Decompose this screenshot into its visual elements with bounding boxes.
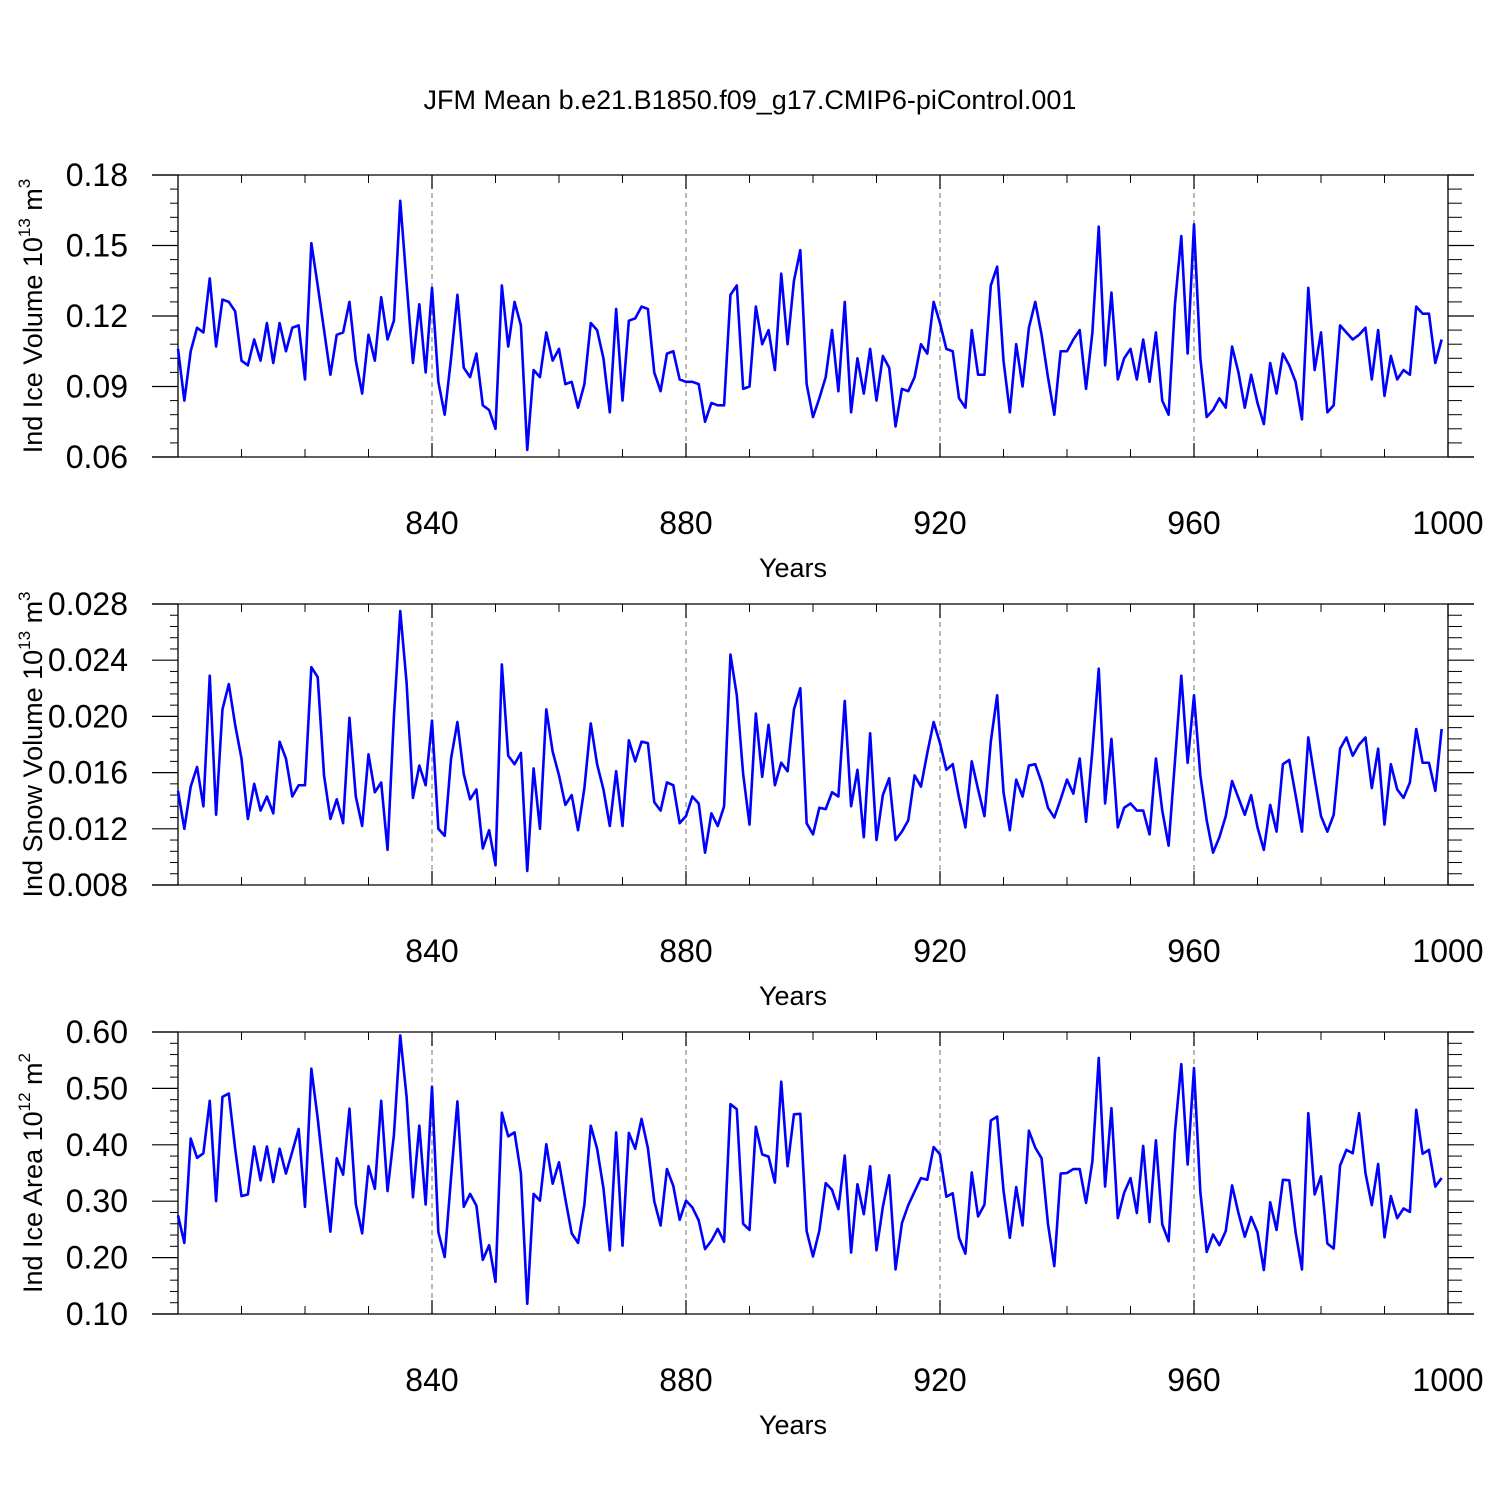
series-line — [176, 199, 1443, 452]
y-axis-title-text: Ind Ice Area 10 — [18, 1111, 48, 1293]
y-tick-label: 0.18 — [66, 157, 128, 193]
x-axis-title: Years — [759, 981, 827, 1011]
y-tick-label: 0.30 — [66, 1183, 128, 1219]
y-axis-title-unit: m — [18, 188, 48, 218]
y-axis-title-unit: m — [18, 601, 48, 631]
y-axis-title-exponent: 13 — [15, 218, 34, 237]
series-line — [176, 1034, 1443, 1306]
y-axis-title-exponent: 12 — [15, 1092, 34, 1111]
y-tick-label: 0.60 — [66, 1014, 128, 1050]
x-tick-label: 960 — [1167, 505, 1220, 541]
x-tick-label: 880 — [659, 505, 712, 541]
x-tick-label: 960 — [1167, 1362, 1220, 1398]
y-axis-title-exponent: 13 — [15, 631, 34, 650]
y-tick-label: 0.028 — [48, 586, 128, 622]
x-tick-label: 1000 — [1412, 1362, 1483, 1398]
x-axis-title: Years — [759, 1410, 827, 1440]
y-tick-label: 0.012 — [48, 811, 128, 847]
x-tick-label: 920 — [913, 1362, 966, 1398]
x-tick-label: 920 — [913, 933, 966, 969]
y-tick-label: 0.016 — [48, 755, 128, 791]
x-axis-title: Years — [759, 553, 827, 583]
y-tick-label: 0.15 — [66, 228, 128, 264]
y-tick-label: 0.09 — [66, 369, 128, 405]
y-axis-title-unit-exponent: 3 — [15, 179, 34, 188]
y-tick-label: 0.12 — [66, 298, 128, 334]
x-tick-label: 1000 — [1412, 505, 1483, 541]
y-axis-title: Ind Ice Volume 1013 m3 — [15, 179, 48, 454]
y-tick-label: 0.008 — [48, 867, 128, 903]
panel-snow-volume: 840 880 920 960 1000 Years 0.008 0.012 0.016 0.02… — [15, 586, 1484, 1011]
y-tick-label: 0.20 — [66, 1240, 128, 1276]
y-axis-title: Ind Ice Area 1012 m2 — [15, 1053, 48, 1293]
y-tick-label: 0.10 — [66, 1296, 128, 1332]
x-tick-label: 840 — [405, 933, 458, 969]
x-tick-label: 920 — [913, 505, 966, 541]
y-axis-title-unit: m — [18, 1062, 48, 1092]
y-tick-label: 0.50 — [66, 1070, 128, 1106]
series-line — [176, 609, 1443, 873]
panel-ice-area: 840 880 920 960 1000 Years 0.10 0.20 0.30 0.40 0.5… — [15, 1014, 1484, 1440]
panel-ice-volume: 840 880 920 960 1000 Years 0.06 0.09 0.12 0.15 0.1… — [15, 157, 1484, 583]
x-tick-label: 1000 — [1412, 933, 1483, 969]
y-tick-label: 0.06 — [66, 439, 128, 475]
y-axis-title-text: Ind Snow Volume 10 — [18, 650, 48, 898]
figure-title: JFM Mean b.e21.B1850.f09_g17.CMIP6-piCon… — [424, 85, 1077, 115]
x-tick-label: 960 — [1167, 933, 1220, 969]
y-axis-title-unit-exponent: 3 — [15, 591, 34, 600]
y-tick-label: 0.40 — [66, 1127, 128, 1163]
y-tick-label: 0.024 — [48, 642, 128, 678]
y-axis-title-text: Ind Ice Volume 10 — [18, 237, 48, 453]
x-tick-label: 880 — [659, 1362, 712, 1398]
x-tick-label: 840 — [405, 505, 458, 541]
y-tick-label: 0.020 — [48, 698, 128, 734]
x-tick-label: 840 — [405, 1362, 458, 1398]
y-axis-title-unit-exponent: 2 — [15, 1053, 34, 1062]
x-tick-label: 880 — [659, 933, 712, 969]
y-axis-title: Ind Snow Volume 1013 m3 — [15, 591, 48, 897]
